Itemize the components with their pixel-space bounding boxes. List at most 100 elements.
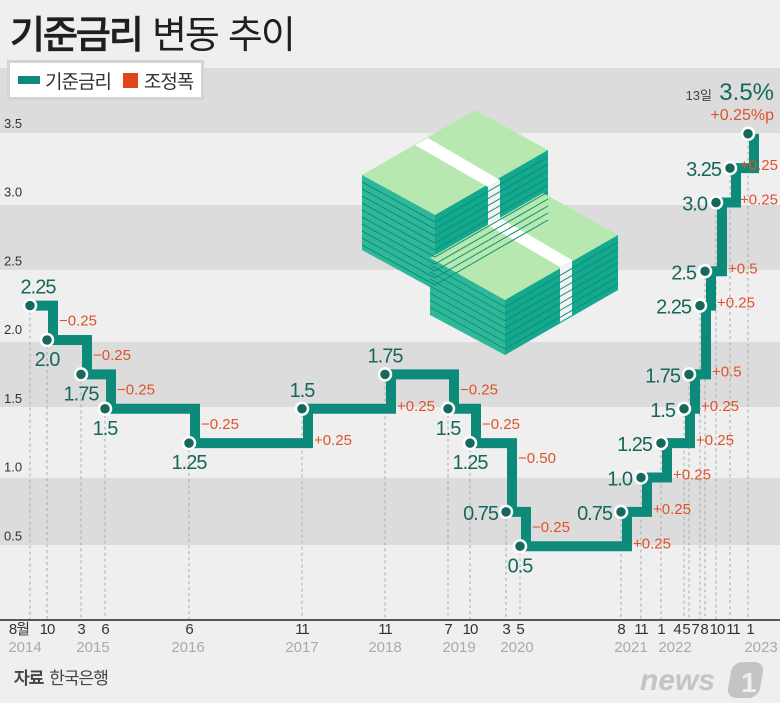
page-title: 기준금리 변동 추이	[10, 4, 296, 59]
month-label: 3	[77, 621, 85, 638]
bill-edge-line	[504, 269, 619, 336]
bill-edge-line	[429, 285, 506, 329]
month-label: 10	[40, 621, 55, 638]
change-label: +0.25	[397, 398, 435, 415]
change-label: −0.25	[117, 381, 155, 398]
month-label: 11	[634, 621, 648, 638]
change-label: +0.5	[728, 260, 758, 277]
y-tick-label: 1.0	[4, 460, 22, 475]
latest-rate-label: 3.5%	[719, 79, 774, 106]
year-label: 2021	[614, 639, 647, 656]
rate-point	[22, 298, 38, 313]
change-label: +0.25	[653, 501, 691, 518]
change-label: −0.25	[482, 416, 520, 433]
rate-point	[440, 401, 456, 416]
month-label: 7	[444, 621, 452, 638]
month-label: 10	[463, 621, 478, 638]
year-label: 2014	[8, 639, 41, 656]
rate-label: 1.25	[617, 434, 653, 456]
source-name: 한국은행	[49, 669, 109, 689]
change-label: −0.25	[93, 347, 131, 364]
year-label: 2019	[442, 639, 475, 656]
year-label: 2017	[285, 639, 318, 656]
rate-point	[692, 298, 708, 313]
y-tick-label: 2.0	[4, 322, 22, 337]
bill-edge-line	[504, 255, 619, 322]
latest-change-label: +0.25%p	[710, 107, 774, 124]
change-label: −0.25	[460, 381, 498, 398]
month-label: 8	[617, 621, 625, 638]
rate-point	[722, 160, 738, 176]
month-label: 6	[185, 621, 193, 638]
y-tick-label: 2.5	[4, 253, 22, 268]
rate-point	[697, 264, 713, 279]
bill-edge-line	[361, 237, 436, 279]
bill-edge-line	[361, 244, 436, 286]
y-tick-label: 3.5	[4, 116, 22, 131]
bill-edge-line	[429, 292, 506, 336]
bill-edge-line	[434, 219, 549, 286]
change-label: +0.25	[696, 432, 734, 449]
rate-label: 2.25	[656, 297, 692, 319]
month-label: 6	[101, 621, 109, 638]
bill-edge-line	[504, 283, 619, 350]
month-label: 1	[657, 621, 665, 638]
rate-point	[498, 504, 514, 520]
change-label: +0.25	[740, 157, 778, 174]
day-label: 13일	[686, 88, 712, 103]
bill-edge-line	[434, 177, 549, 244]
bill-edge-line	[504, 248, 619, 315]
rate-point	[39, 332, 55, 348]
month-label: 5	[682, 621, 690, 638]
bill-edge-line	[429, 278, 506, 322]
bill-edge-line	[434, 198, 549, 265]
bill-edge-line	[434, 212, 549, 279]
rate-point	[633, 470, 649, 485]
bill-edge-line	[361, 230, 436, 272]
y-tick-label: 3.0	[4, 185, 22, 200]
bill-edge-line	[504, 241, 619, 308]
rate-point	[676, 401, 692, 416]
legend-change-label: 조정폭	[143, 70, 194, 93]
change-label: −0.25	[59, 313, 97, 330]
rate-label: 2.0	[35, 349, 61, 371]
month-label: 8월	[9, 621, 29, 638]
money-stack-illustration	[361, 110, 619, 355]
rate-point	[181, 435, 197, 451]
title-bold: 기준금리	[10, 13, 144, 57]
change-label: +0.25	[701, 398, 739, 415]
rate-label: 2.5	[671, 262, 697, 284]
bill-edge-line	[361, 223, 436, 265]
title-rest: 변동 추이	[151, 13, 296, 57]
bill-edge-line	[429, 306, 506, 350]
change-label: −0.50	[518, 450, 556, 467]
change-label: +0.25	[673, 467, 711, 484]
rate-label: 1.0	[607, 469, 633, 491]
year-label: 2020	[500, 639, 533, 656]
source: 자료 한국은행	[14, 664, 109, 689]
change-label: −0.25	[532, 519, 570, 536]
legend-rate-label: 기준금리	[45, 70, 112, 93]
rate-label: 1.5	[436, 418, 462, 440]
change-label: +0.25	[314, 432, 352, 449]
month-label: 3	[502, 621, 510, 638]
month-label: 4	[673, 621, 681, 638]
year-label: 2023	[744, 639, 777, 656]
bill-edge-line	[429, 271, 506, 315]
month-label: 1	[746, 621, 754, 638]
svg-text:1: 1	[741, 667, 757, 698]
rate-point	[512, 539, 528, 554]
bill-edge-line	[361, 181, 436, 223]
bill-edge-line	[361, 209, 436, 251]
svg-text:news: news	[640, 664, 715, 697]
rate-label: 1.25	[172, 452, 208, 474]
bill-edge-line	[434, 191, 549, 258]
bill-edge-line	[434, 205, 549, 272]
rate-point	[294, 401, 310, 416]
change-swatch-icon	[122, 72, 138, 88]
bill-edge-line	[434, 184, 549, 251]
news1-logo: news 1	[640, 662, 764, 698]
rate-label: 1.5	[93, 418, 119, 440]
month-label: 11	[726, 621, 740, 638]
